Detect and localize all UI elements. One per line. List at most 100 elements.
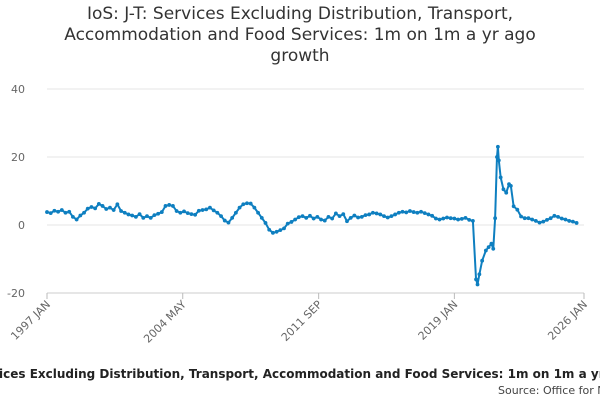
data-point [378,212,383,217]
data-point [237,205,242,210]
data-point [193,212,198,217]
data-point [159,210,164,214]
data-point [341,212,346,217]
data-point [489,241,494,246]
data-point [367,212,372,217]
data-point [71,214,75,219]
data-point [493,216,498,221]
x-tick-label: 2011 SEP [279,298,325,344]
data-point [396,210,401,215]
data-point [526,216,531,221]
data-point [475,282,480,287]
data-point [267,227,272,232]
x-tick-label: 2004 MAY [141,298,189,346]
data-point [415,210,420,215]
data-point [441,216,446,221]
data-point [145,214,149,219]
data-point [59,208,64,212]
data-point [200,208,205,212]
data-point [404,210,409,215]
legend-label: IoS: J-T: Services Excluding Distributio… [0,367,600,381]
y-tick-label: -20 [7,287,25,300]
data-point [163,204,168,208]
data-point [96,202,101,206]
data-point [296,215,301,220]
data-point [252,205,257,210]
data-point [185,211,190,216]
data-point [382,214,386,219]
data-point [85,206,90,211]
data-point [437,217,442,222]
data-point [52,208,57,213]
data-point [491,246,496,251]
data-point [119,209,123,213]
data-point [433,216,438,221]
data-point [574,221,579,225]
data-point [319,217,323,222]
data-point [300,214,305,219]
data-point [115,202,120,207]
data-point [285,221,290,226]
data-point [426,212,431,217]
chart-title-line-2: Accommodation and Food Services: 1m on 1… [64,25,536,45]
data-point [263,221,268,225]
data-point [495,144,500,149]
data-point [304,215,309,220]
data-point [445,215,449,220]
data-point [371,210,375,215]
data-point [289,220,294,224]
data-point [389,214,394,219]
data-point [208,205,212,210]
data-point [222,218,227,223]
data-point [519,214,523,219]
y-tick-label: 40 [11,83,25,96]
chart-title-line-1: IoS: J-T: Services Excluding Distributio… [86,4,514,24]
data-point [204,207,209,212]
data-point [259,215,264,220]
data-point [282,226,286,231]
y-tick-label: 20 [11,151,25,164]
data-point [556,214,560,219]
data-point [411,210,416,214]
data-point [419,209,423,214]
data-point [374,211,379,216]
data-point [126,212,131,217]
data-point [152,213,157,218]
series-layer [45,144,579,287]
x-tick-label: 1997 JAN [8,298,53,343]
data-point [474,277,478,282]
x-tick-label: 2019 JAN [416,298,461,343]
data-point [452,216,457,221]
data-point [137,212,142,217]
data-point [245,201,249,206]
chart-title-line-3: growth [270,46,330,66]
data-point [141,215,146,220]
data-point [167,203,172,207]
data-point [511,204,516,209]
data-point [111,208,116,212]
data-point [385,215,390,220]
data-point [130,213,135,218]
data-point [256,210,260,215]
data-point [271,230,275,235]
data-point [326,214,331,219]
data-point [483,248,488,253]
source-label: Source: Office for National Statistics [498,384,600,397]
data-point [393,212,398,217]
data-point [156,211,161,216]
chart-title: IoS: J-T: Services Excluding Distributio… [0,4,600,67]
data-point [63,210,68,215]
data-point [530,217,535,222]
data-point [45,210,49,214]
data-point [215,210,220,215]
data-point [82,210,86,215]
data-point [178,210,183,215]
data-point [495,155,499,159]
data-point [311,216,316,221]
data-point [463,215,468,220]
data-point [537,220,542,225]
data-point [274,229,279,234]
data-point [108,205,112,210]
data-point [315,214,320,219]
